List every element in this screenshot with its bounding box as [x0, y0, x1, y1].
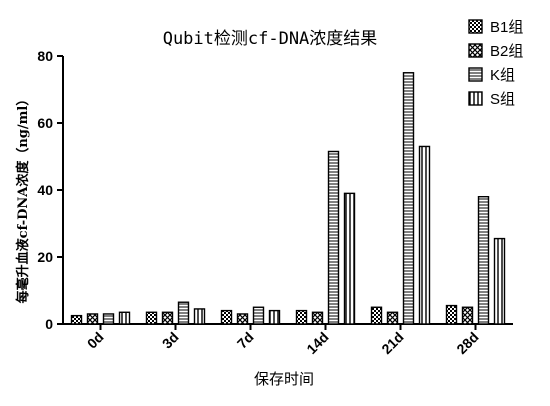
bar-3d-series-2 — [161, 311, 174, 325]
bar-3d-series-3 — [177, 301, 190, 325]
bar-3d-series-4 — [193, 308, 206, 325]
x-tick-label: 21d — [378, 329, 406, 357]
y-tick-label: 20 — [37, 249, 53, 265]
bar-28d-series-3 — [477, 195, 490, 325]
bar-0d-series-2 — [86, 313, 99, 325]
bar-14d-series-2 — [311, 311, 324, 325]
bar-0d-series-4 — [118, 311, 131, 325]
y-tick-label: 60 — [37, 115, 53, 131]
bar-28d-series-4 — [493, 237, 506, 325]
bar-14d-series-4 — [343, 192, 356, 325]
x-axis-ticks: 0d 3d 7d 14d 21d 28d — [84, 324, 482, 357]
bar-0d-series-3 — [102, 313, 115, 325]
chart-title: Qubit检测cf-DNA浓度结果 — [163, 29, 378, 49]
bar-21d-series-2 — [386, 311, 399, 325]
y-tick-label: 40 — [37, 182, 53, 198]
legend-label-series-3: K组 — [490, 67, 515, 84]
legend-label-series-4: S组 — [490, 91, 515, 108]
bar-14d-series-3 — [327, 150, 340, 325]
legend-swatch-series-4 — [468, 91, 483, 106]
x-axis-title: 保存时间 — [254, 370, 314, 388]
x-tick-label: 3d — [159, 329, 182, 352]
bar-0d-series-1 — [70, 314, 83, 325]
y-tick-label: 0 — [45, 316, 53, 332]
legend-swatch-series-3 — [468, 67, 483, 82]
x-tick-label: 28d — [453, 329, 481, 357]
legend-swatch-series-2 — [468, 43, 483, 58]
bar-7d-series-2 — [236, 313, 249, 325]
bar-28d-series-1 — [445, 304, 458, 325]
x-tick-label: 7d — [234, 329, 257, 352]
bar-21d-series-1 — [370, 306, 383, 325]
legend: B1组 B2组 K组 S组 — [468, 19, 523, 108]
bar-7d-series-4 — [268, 309, 281, 325]
legend-label-series-1: B1组 — [490, 19, 523, 36]
bar-7d-series-3 — [252, 306, 265, 325]
y-axis-ticks: 0 20 40 60 80 — [37, 48, 63, 332]
x-tick-label: 0d — [84, 329, 107, 352]
legend-label-series-2: B2组 — [490, 43, 523, 60]
bar-3d-series-1 — [145, 311, 158, 325]
y-tick-label: 80 — [37, 48, 53, 64]
bar-21d-series-3 — [402, 72, 415, 325]
bar-28d-series-2 — [461, 306, 474, 325]
y-axis-title: 每毫升血液cf-DNA浓度（ng/ml） — [15, 93, 31, 304]
bar-14d-series-1 — [295, 309, 308, 325]
legend-swatch-series-1 — [468, 19, 483, 34]
bar-series-group — [70, 72, 506, 325]
bar-21d-series-4 — [418, 145, 431, 325]
bar-7d-series-1 — [220, 309, 233, 325]
x-tick-label: 14d — [303, 329, 331, 357]
